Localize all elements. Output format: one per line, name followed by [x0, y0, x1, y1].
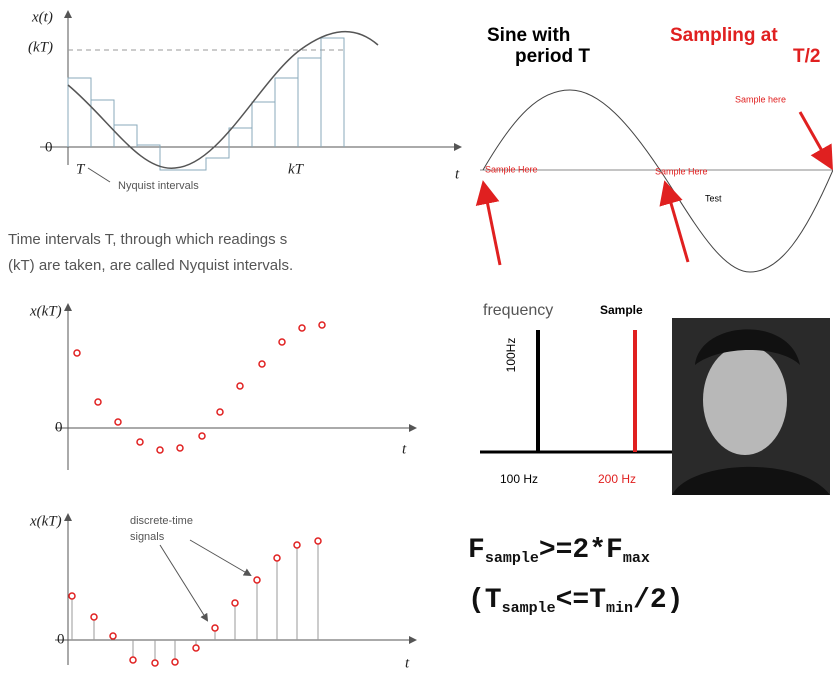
- sample-point: [198, 432, 206, 440]
- y-value-label: (kT): [28, 39, 53, 55]
- zero: 0: [57, 631, 65, 647]
- sine-panel: Sine with period T Sampling at T/2 Sampl…: [475, 25, 833, 273]
- y-label: x(kT): [29, 513, 62, 529]
- sample-label: Sample here: [735, 94, 786, 104]
- title: period T: [515, 46, 590, 67]
- middle-plot: x(kT) 0 t: [29, 303, 417, 470]
- formula-sub: min: [606, 600, 633, 617]
- sample-point: [156, 446, 164, 454]
- note: discrete-time: [130, 515, 193, 527]
- sample-point: [258, 360, 266, 368]
- sample-point: [114, 418, 122, 426]
- sample-label: Sample Here: [655, 166, 708, 176]
- sample-point: [192, 644, 200, 652]
- y-label: x(kT): [29, 303, 62, 319]
- sample-point: [314, 537, 322, 545]
- formula-sub: sample: [502, 600, 556, 617]
- axis-label: 100Hz: [504, 338, 518, 373]
- bottom-plot: x(kT) discrete-time signals 0 t: [29, 513, 417, 671]
- sample-point: [298, 324, 306, 332]
- sample-point: [129, 656, 137, 664]
- svg-text:(Tsample<=Tmin/2): (Tsample<=Tmin/2): [468, 585, 683, 617]
- interval: T: [76, 161, 86, 177]
- sample-point: [151, 659, 159, 667]
- sample-point: [90, 613, 98, 621]
- sample-point: [231, 599, 239, 607]
- zero: 0: [45, 139, 53, 155]
- x-label: t: [455, 166, 460, 182]
- sample-point: [236, 382, 244, 390]
- note: signals: [130, 531, 165, 543]
- formula-sub: max: [623, 550, 650, 567]
- kt-label: kT: [288, 161, 305, 177]
- formula-part: >=2*F: [539, 535, 623, 566]
- sample-point: [216, 408, 224, 416]
- caption: Time intervals T, through which readings…: [8, 231, 287, 248]
- y-label: x(t): [31, 9, 53, 25]
- title: frequency: [483, 302, 553, 319]
- svg-text:Fsample>=2*Fmax: Fsample>=2*Fmax: [468, 535, 650, 567]
- sample-point: [253, 576, 261, 584]
- caption: (kT) are taken, are called Nyquist inter…: [8, 257, 293, 274]
- test-label: Test: [705, 193, 722, 203]
- x-label: t: [402, 441, 407, 457]
- sample-label: Sample Here: [485, 164, 538, 174]
- formula-part: F: [468, 535, 485, 566]
- formula-part: (T: [468, 585, 502, 616]
- sampling-title: Sampling at: [670, 25, 778, 46]
- sample-point: [68, 592, 76, 600]
- formula-part: <=T: [556, 585, 606, 616]
- sample-point: [109, 632, 117, 640]
- top-plot: x(t) (kT) 0 T kT t Nyquist intervals: [28, 9, 462, 192]
- sample-point: [293, 541, 301, 549]
- sample-point: [273, 554, 281, 562]
- sample-label: Sample: [600, 303, 643, 317]
- sample-point: [171, 658, 179, 666]
- sample-point: [176, 444, 184, 452]
- formula: Fsample>=2*Fmax (Tsample<=Tmin/2): [468, 535, 683, 617]
- tick-label: 200 Hz: [598, 472, 636, 486]
- sample-point: [136, 438, 144, 446]
- photo-face: [703, 345, 787, 455]
- sample-point: [211, 624, 219, 632]
- formula-sub: sample: [485, 550, 539, 567]
- note: Nyquist intervals: [118, 180, 199, 192]
- title: Sine with: [487, 25, 570, 46]
- zero: 0: [55, 419, 63, 435]
- sample-point: [94, 398, 102, 406]
- sampling-title: T/2: [793, 46, 820, 67]
- frequency-panel: frequency Sample 100Hz 100 Hz 200 Hz: [480, 302, 830, 495]
- sample-point: [73, 349, 81, 357]
- sample-point: [278, 338, 286, 346]
- tick-label: 100 Hz: [500, 472, 538, 486]
- formula-part: /2): [633, 585, 683, 616]
- x-label: t: [405, 655, 410, 671]
- sample-point: [318, 321, 326, 329]
